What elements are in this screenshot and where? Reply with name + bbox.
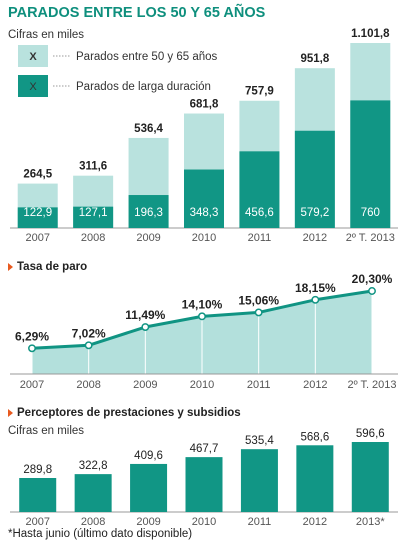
x-tick-label: 2013* [356,516,385,528]
legend-swatch-label: X [29,51,37,63]
bar-long-term [73,206,114,228]
bar [351,442,389,512]
bar-total-value-label: 681,8 [190,99,219,111]
bar-total-value-label: 536,4 [134,123,163,135]
x-tick-label: 2010 [192,232,216,244]
bar-long-term-value-label: 456,6 [245,207,274,219]
bar-long-term-value-label: 122,9 [23,207,52,219]
rate-value-label: 15,06% [238,293,279,307]
rate-value-label: 7,02% [72,326,106,340]
section-bullet [8,409,13,417]
rate-point [84,341,93,350]
chart3-title: Perceptores de prestaciones y subsidios [17,407,241,419]
legend-label: Parados entre 50 y 65 años [76,51,218,63]
bar-total-value-label: 311,6 [79,161,107,173]
bar-long-term [239,151,280,228]
x-tick-label: 2011 [247,379,271,391]
bar-long-term-value-label: 348,3 [190,207,219,219]
bar [296,445,334,512]
bar-value-label: 535,4 [245,435,274,447]
rate-value-label: 20,30% [352,272,393,286]
rate-point [198,312,206,321]
x-tick-label: 2011 [248,516,272,528]
chart1-subtitle: Cifras en miles [8,29,84,41]
bar [74,474,112,512]
bar-long-term [350,100,391,228]
chart-perceptores: Perceptores de prestaciones y subsidios C… [8,407,398,528]
chart-parados: Cifras en miles X Parados entre 50 y 65 añ… [8,28,398,244]
x-tick-label: 2009 [136,232,160,244]
bar-long-term-value-label: 760 [361,207,380,219]
section-bullet [8,263,13,271]
x-tick-label: 2008 [81,232,105,244]
legend-swatch-label: X [29,81,37,93]
rate-point [28,344,36,353]
x-tick-label: 2012 [303,232,327,244]
chart3-subtitle: Cifras en miles [8,425,84,437]
bar [130,463,168,512]
x-tick-label: 2009 [136,516,160,528]
rate-value-label: 11,49% [125,308,165,322]
x-tick-label: 2010 [190,379,214,391]
bar-total-value-label: 757,9 [245,86,274,98]
rate-value-label: 6,29% [15,329,49,343]
legend-swatch [18,45,48,67]
bar-long-term [128,195,169,228]
legend-swatch [18,75,48,97]
chart2-title: Tasa de paro [17,261,87,273]
x-tick-label: 2007 [25,516,49,528]
bar-value-label: 289,8 [23,464,52,476]
footnote: *Hasta junio (último dato disponible) [8,528,193,540]
bar-long-term-value-label: 127,1 [79,207,108,219]
rate-value-label: 18,15% [295,281,336,295]
bar-value-label: 596,6 [356,428,385,440]
bar-long-term-value-label: 579,2 [300,207,329,219]
x-tick-label: 2007 [25,232,49,244]
bar-long-term [184,169,224,228]
bar-total-value-label: 951,8 [300,53,329,65]
rate-point [311,295,320,304]
rate-point [141,323,150,331]
x-tick-label: 2009 [133,379,157,391]
x-tick-label: 2012 [303,516,327,528]
rate-point [368,287,376,295]
rate-value-label: 14,10% [182,297,223,311]
x-tick-label: 2010 [192,516,216,528]
legend-label: Parados de larga duración [76,81,211,93]
x-tick-label: 2012 [303,379,327,391]
bar [240,449,278,512]
page-title: PARADOS ENTRE LOS 50 Y 65 AÑOS [8,3,266,21]
bar-total-value-label: 264,5 [23,169,52,181]
bar-long-term [17,207,58,228]
bar-value-label: 322,8 [79,460,108,472]
bar-value-label: 409,6 [134,450,163,462]
x-tick-label: 2º T. 2013 [347,379,396,391]
chart-tasa-paro: Tasa de paro 6,29% 2007 7,02% 2008 11,49% 2009… [10,261,398,391]
x-tick-label: 2011 [248,232,272,244]
bar-long-term [294,130,335,228]
bar-total-value-label: 1.101,8 [351,28,390,40]
bar [185,457,223,512]
bar [19,477,57,512]
bar-value-label: 568,6 [300,431,329,443]
bar-value-label: 467,7 [190,443,219,455]
bar-long-term-value-label: 196,3 [134,207,163,219]
x-tick-label: 2008 [81,516,105,528]
x-tick-label: 2007 [20,379,44,391]
x-tick-label: 2008 [76,379,100,391]
rate-point [254,308,263,317]
x-tick-label: 2º T. 2013 [346,232,395,244]
